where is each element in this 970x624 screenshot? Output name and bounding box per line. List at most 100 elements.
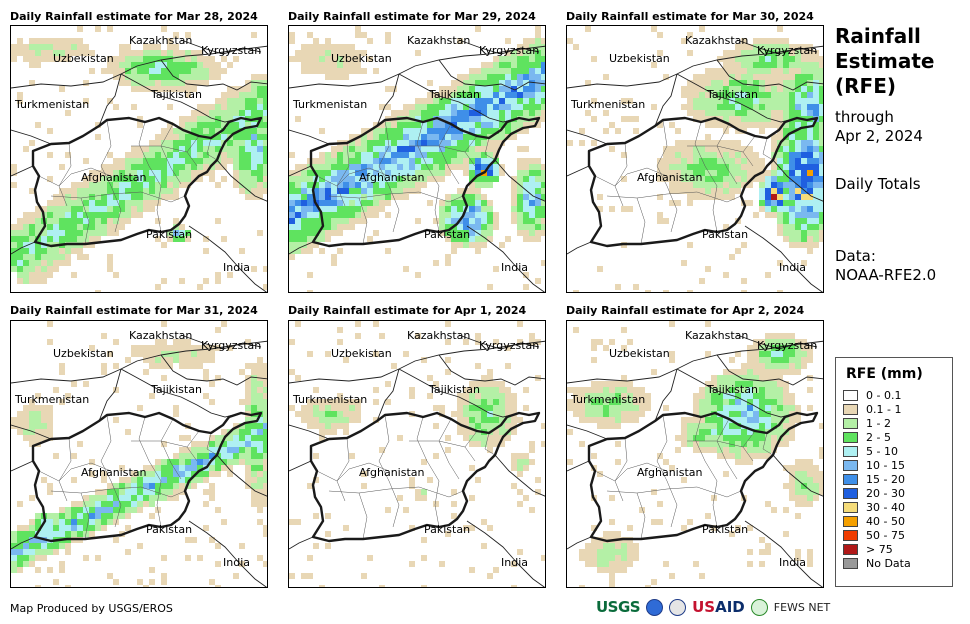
rainfall-cell	[795, 74, 801, 80]
rainfall-cell	[221, 152, 227, 158]
rainfall-cell	[517, 188, 523, 194]
rainfall-cell	[209, 459, 215, 465]
rainfall-cell	[651, 369, 657, 375]
rainfall-cell	[657, 519, 663, 525]
rainfall-cell	[11, 50, 17, 56]
country-border	[376, 368, 400, 422]
rainfall-cell	[783, 483, 789, 489]
rainfall-cell	[795, 152, 801, 158]
rainfall-cell	[621, 405, 627, 411]
rainfall-cell	[735, 411, 741, 417]
rainfall-cell	[23, 405, 29, 411]
rainfall-cell	[795, 417, 801, 423]
rainfall-cell	[35, 272, 41, 278]
country-border	[180, 334, 262, 350]
rainfall-cell	[325, 158, 331, 164]
rainfall-cell	[251, 381, 257, 387]
rainfall-cell	[113, 579, 119, 585]
rainfall-cell	[301, 68, 307, 74]
rainfall-cell	[53, 531, 59, 537]
rainfall-cell	[167, 38, 173, 44]
rainfall-cell	[807, 128, 813, 134]
rainfall-cell	[295, 206, 301, 212]
rainfall-cell	[337, 206, 343, 212]
rainfall-cell	[41, 531, 47, 537]
rainfall-cell	[439, 110, 445, 116]
rainfall-cell	[705, 170, 711, 176]
rainfall-cell	[795, 122, 801, 128]
rainfall-cell	[47, 128, 53, 134]
rainfall-cell	[591, 543, 597, 549]
rainfall-cell	[47, 266, 53, 272]
rainfall-cell	[795, 86, 801, 92]
rainfall-cell	[185, 537, 191, 543]
rainfall-cell	[17, 537, 23, 543]
rainfall-cell	[517, 218, 523, 224]
rainfall-cell	[427, 375, 433, 381]
rainfall-cell	[693, 158, 699, 164]
rainfall-cell	[481, 164, 487, 170]
rainfall-cell	[257, 453, 263, 459]
rainfall-cell	[149, 513, 155, 519]
rainfall-cell	[373, 200, 379, 206]
rainfall-cell	[289, 56, 295, 62]
rainfall-cell	[23, 278, 29, 284]
rainfall-cell	[729, 146, 735, 152]
country-label-turkmenistan: Turkmenistan	[15, 393, 90, 406]
rainfall-cell	[789, 212, 795, 218]
rainfall-cell	[325, 543, 331, 549]
rainfall-cell	[161, 158, 167, 164]
rainfall-cell	[633, 543, 639, 549]
rainfall-cell	[119, 477, 125, 483]
rainfall-raster	[11, 26, 267, 292]
rainfall-map-mar31: Kazakhstan Uzbekistan Kyrgyzstan Tajikistan…	[10, 320, 268, 588]
rainfall-cell	[203, 501, 209, 507]
rainfall-cell	[337, 423, 343, 429]
rainfall-cell	[77, 194, 83, 200]
rainfall-cell	[149, 363, 155, 369]
rainfall-cell	[759, 194, 765, 200]
legend-label: > 75	[866, 542, 893, 556]
country-border	[654, 368, 678, 422]
rainfall-cell	[137, 116, 143, 122]
rainfall-cell	[215, 278, 221, 284]
rainfall-cell	[597, 399, 603, 405]
rainfall-cell	[541, 182, 545, 188]
rainfall-cell	[753, 212, 759, 218]
rainfall-cell	[257, 483, 263, 489]
rainfall-cell	[433, 146, 439, 152]
rainfall-cell	[765, 122, 771, 128]
rainfall-cell	[753, 411, 759, 417]
rainfall-cell	[741, 278, 747, 284]
rainfall-cell	[173, 128, 179, 134]
rainfall-cell	[765, 501, 771, 507]
rainfall-cell	[263, 453, 267, 459]
rainfall-cell	[349, 417, 355, 423]
rainfall-cell	[541, 206, 545, 212]
rainfall-cell	[131, 471, 137, 477]
rainfall-cell	[427, 146, 433, 152]
rainfall-cell	[783, 80, 789, 86]
rainfall-cell	[143, 200, 149, 206]
rainfall-cell	[23, 272, 29, 278]
rainfall-cell	[457, 158, 463, 164]
rainfall-cell	[487, 212, 493, 218]
rainfall-cell	[529, 80, 535, 86]
rainfall-cell	[245, 98, 251, 104]
rainfall-cell	[185, 555, 191, 561]
rainfall-cell	[239, 429, 245, 435]
rainfall-cell	[331, 218, 337, 224]
rainfall-cell	[711, 381, 717, 387]
province-border	[378, 414, 390, 482]
rainfall-cell	[723, 399, 729, 405]
rainfall-cell	[29, 140, 35, 146]
rainfall-cell	[451, 200, 457, 206]
rainfall-cell	[639, 405, 645, 411]
rainfall-cell	[741, 399, 747, 405]
rainfall-cell	[481, 230, 487, 236]
rainfall-cell	[753, 399, 759, 405]
rainfall-cell	[149, 200, 155, 206]
rainfall-cell	[113, 188, 119, 194]
rainfall-cell	[681, 152, 687, 158]
rainfall-cell	[173, 50, 179, 56]
